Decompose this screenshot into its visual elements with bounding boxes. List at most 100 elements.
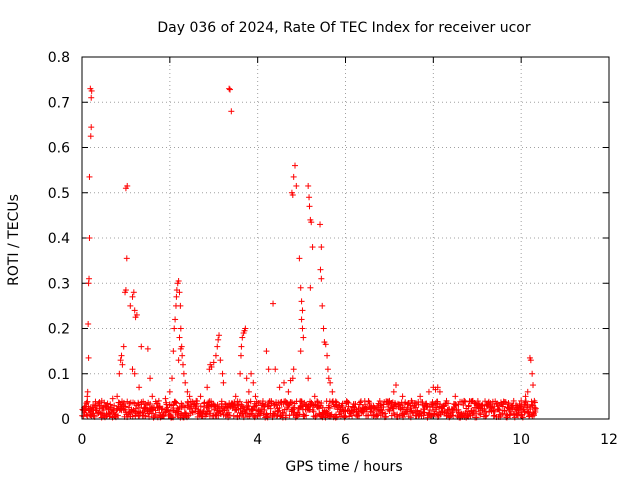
- data-point: [226, 412, 233, 419]
- data-point: [404, 401, 411, 408]
- data-point: [275, 407, 282, 414]
- data-point: [373, 411, 380, 418]
- data-point: [356, 401, 363, 408]
- data-point: [172, 316, 179, 323]
- plot-frame: [81, 56, 610, 420]
- data-point: [149, 393, 156, 400]
- y-tick-label: 0.4: [48, 231, 70, 247]
- data-point: [158, 406, 165, 413]
- data-point: [142, 413, 149, 420]
- data-point: [349, 412, 356, 419]
- data-point: [504, 404, 511, 411]
- data-point: [184, 388, 191, 395]
- data-point: [114, 393, 121, 400]
- data-point: [228, 108, 235, 115]
- data-point: [244, 402, 251, 409]
- data-point: [490, 407, 497, 414]
- data-point: [250, 379, 257, 386]
- data-point: [501, 408, 508, 415]
- x-tick-label: 12: [600, 432, 618, 448]
- data-point: [306, 203, 313, 210]
- data-point: [236, 398, 243, 405]
- data-point: [247, 398, 254, 405]
- data-point: [274, 408, 281, 415]
- data-point: [482, 398, 489, 405]
- data-point: [203, 411, 210, 418]
- data-point: [421, 409, 428, 416]
- data-point: [490, 413, 497, 420]
- data-point: [318, 275, 325, 282]
- data-point: [318, 244, 325, 251]
- x-tick-label: 0: [78, 432, 87, 448]
- data-point: [515, 412, 522, 419]
- data-point: [215, 336, 222, 343]
- data-point: [248, 370, 255, 377]
- data-point: [138, 343, 145, 350]
- data-point: [109, 395, 116, 402]
- grid-lines: [82, 57, 609, 419]
- data-point: [88, 124, 95, 131]
- data-point: [232, 393, 239, 400]
- data-point: [82, 406, 89, 413]
- data-point: [308, 219, 315, 226]
- data-point: [324, 352, 331, 359]
- data-point: [119, 361, 126, 368]
- data-point: [474, 398, 481, 405]
- data-point: [219, 370, 226, 377]
- data-point: [87, 133, 94, 140]
- data-point: [281, 379, 288, 386]
- data-points: [79, 85, 539, 421]
- data-point: [364, 412, 371, 419]
- data-point: [231, 400, 238, 407]
- data-point: [189, 408, 196, 415]
- data-point: [377, 402, 384, 409]
- axis-ticks: 0 0.1 0.2 0.3 0.4 0.5 0.6 0.7 0.8 0 2 4 6 8 10 12: [48, 50, 618, 448]
- data-point: [85, 354, 92, 361]
- data-point: [455, 406, 462, 413]
- data-point: [426, 406, 433, 413]
- data-point: [317, 221, 324, 228]
- data-point: [393, 382, 400, 389]
- y-tick-label: 0: [61, 412, 70, 428]
- data-point: [81, 406, 88, 413]
- data-point: [409, 410, 416, 417]
- data-point: [212, 352, 219, 359]
- data-point: [307, 284, 314, 291]
- data-point: [326, 405, 333, 412]
- data-point: [83, 400, 90, 407]
- data-point: [386, 407, 393, 414]
- data-point: [390, 388, 397, 395]
- data-point: [356, 412, 363, 419]
- data-point: [306, 194, 313, 201]
- data-point: [317, 266, 324, 273]
- data-point: [427, 413, 434, 420]
- data-point: [210, 359, 217, 366]
- data-point: [436, 388, 443, 395]
- data-point: [259, 402, 266, 409]
- data-point: [122, 287, 129, 294]
- data-point: [122, 403, 129, 410]
- data-point: [220, 379, 227, 386]
- data-point: [144, 345, 151, 352]
- data-point: [290, 366, 297, 373]
- data-point: [286, 412, 293, 419]
- data-point: [243, 410, 250, 417]
- data-point: [322, 341, 329, 348]
- data-point: [237, 352, 244, 359]
- data-point: [170, 348, 177, 355]
- data-point: [298, 316, 305, 323]
- data-point: [111, 402, 118, 409]
- data-point: [518, 397, 525, 404]
- data-point: [320, 325, 327, 332]
- data-point: [205, 399, 212, 406]
- data-point: [276, 384, 283, 391]
- data-point: [226, 85, 233, 92]
- data-point: [491, 408, 498, 415]
- data-point: [297, 284, 304, 291]
- data-point: [239, 334, 246, 341]
- data-point: [197, 403, 204, 410]
- data-point: [309, 244, 316, 251]
- data-point: [259, 398, 266, 405]
- x-tick-label: 8: [429, 432, 438, 448]
- data-point: [305, 182, 312, 189]
